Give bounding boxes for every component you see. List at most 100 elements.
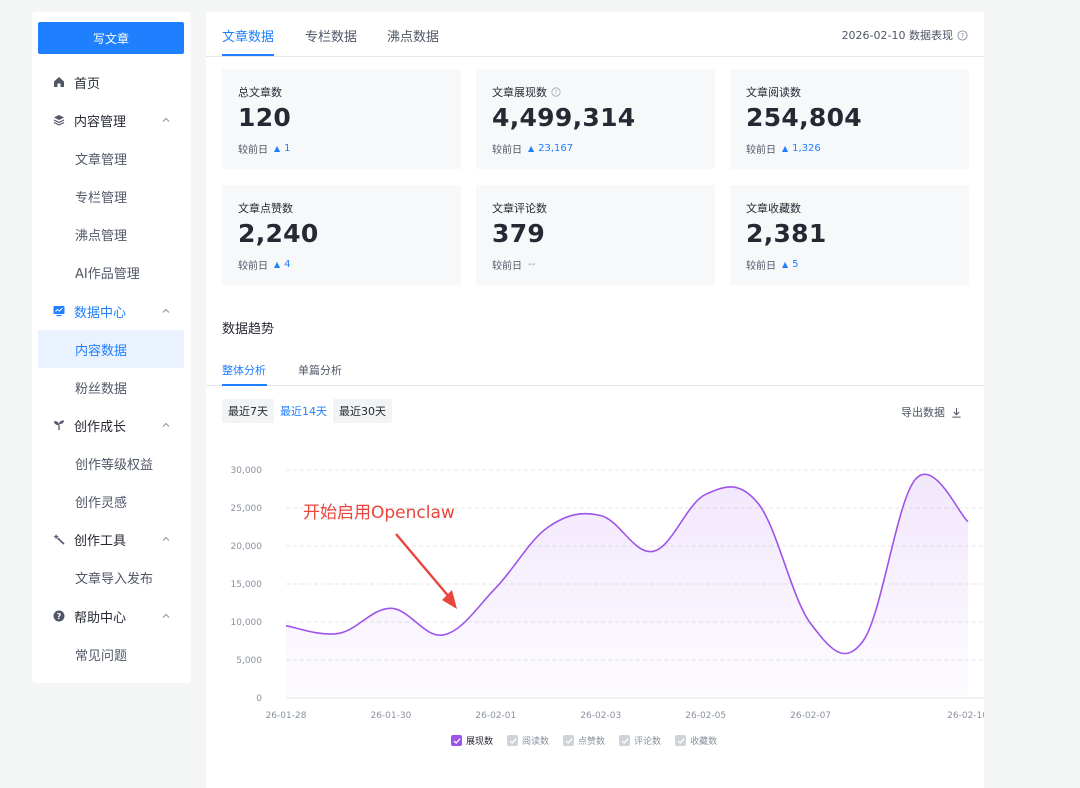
help-circle-icon[interactable]: ? [551,87,561,97]
checkbox-icon [507,735,519,746]
legend-item[interactable]: 展现数 [451,734,493,747]
tab-overall-analysis[interactable]: 整体分析 [222,364,266,377]
delta-value: 5 [792,259,799,270]
sidebar-item-label: 首页 [74,76,101,92]
data-point-26-02-07[interactable] [808,621,814,627]
sidebar-group-label: 创作成长 [74,419,127,435]
data-point-26-02-06[interactable] [755,500,761,506]
stat-label-text: 文章展现数 [492,86,547,99]
help-circle-icon[interactable]: ? [957,29,968,41]
data-point-26-02-10[interactable] [965,519,971,525]
data-point-26-02-02[interactable] [545,524,551,530]
data-point-26-01-28[interactable] [283,623,289,629]
stat-card-impressions: 文章展现数? 4,499,314 较前日 ▲ 23,167 [476,69,715,169]
triangle-up-icon: ▲ [274,144,281,153]
x-tick-label: 26-02-01 [475,711,516,721]
sprout-icon [52,418,66,432]
sidebar-group-creation-tools[interactable]: 创作工具 [38,520,184,558]
range-7-days[interactable]: 最近7天 [228,405,268,418]
chevron-up-icon [162,422,170,427]
date-info: 2026-02-10 数据表现 ? [842,27,968,43]
stat-delta: 较前日 ▲ 23,167 [492,141,573,156]
stat-card-total-articles: 总文章数 120 较前日 ▲ 1 [222,69,461,169]
stat-card-favorites: 文章收藏数 2,381 较前日 ▲ 5 [730,185,969,285]
data-point-26-02-01[interactable] [493,585,499,591]
sidebar-item-fans-data[interactable]: 粉丝数据 [75,381,128,397]
magic-wand-icon [52,532,66,546]
data-point-26-02-04[interactable] [650,548,656,554]
annotation-text: 开始启用Openclaw [303,503,455,523]
delta-label: 较前日 [746,145,776,156]
legend-item[interactable]: 评论数 [619,734,661,747]
data-point-26-02-09[interactable] [913,476,919,482]
export-data-button[interactable]: 导出数据 [901,404,962,420]
triangle-up-icon: ▲ [528,144,535,153]
write-article-button[interactable]: 写文章 [38,22,184,54]
tab-column-data[interactable]: 专栏数据 [305,30,358,45]
x-tick-label: 26-02-03 [580,711,621,721]
stat-value: 254,804 [746,103,862,132]
stat-card-comments: 文章评论数 379 较前日 -- [476,185,715,285]
sidebar-item-column-management[interactable]: 专栏管理 [75,190,128,206]
data-point-26-01-31[interactable] [440,632,446,638]
data-point-26-02-08[interactable] [860,638,866,644]
sidebar-group-creation-growth[interactable]: 创作成长 [38,406,184,444]
legend-item[interactable]: 收藏数 [675,734,717,747]
sidebar-item-pins-management[interactable]: 沸点管理 [75,228,128,244]
sidebar-group-label: 创作工具 [74,533,127,549]
download-icon [952,407,961,418]
sidebar-item-article-management[interactable]: 文章管理 [75,152,128,168]
delta-label: 较前日 [492,145,522,156]
stat-value: 2,240 [238,219,319,248]
sidebar-item-article-import[interactable]: 文章导入发布 [75,571,154,587]
y-tick-label: 15,000 [231,580,263,590]
series-area [286,474,968,698]
checkbox-icon [563,735,575,746]
checkbox-icon [675,735,687,746]
sidebar-item-level-benefits[interactable]: 创作等级权益 [75,457,154,473]
data-point-26-02-03[interactable] [598,513,604,519]
data-point-26-01-30[interactable] [388,605,394,611]
delta-label: 较前日 [746,261,776,272]
stat-delta: 较前日 ▲ 1,326 [746,141,821,156]
tab-article-data[interactable]: 文章数据 [222,30,275,45]
delta-value: 4 [284,259,291,270]
delta-value: 23,167 [538,143,574,154]
sidebar-item-creation-inspiration[interactable]: 创作灵感 [75,495,128,511]
legend-item[interactable]: 点赞数 [563,734,605,747]
date-info-text: 2026-02-10 数据表现 [841,29,953,42]
sidebar-item-faq[interactable]: 常见问题 [75,648,128,664]
triangle-up-icon: ▲ [274,260,281,269]
data-point-26-01-29[interactable] [335,630,341,636]
data-tabs: 文章数据 专栏数据 沸点数据 2026-02-10 数据表现 ? [206,12,984,57]
sidebar-group-data-center[interactable]: 数据中心 [38,292,184,330]
range-14-days[interactable]: 最近14天 [274,399,333,423]
legend-item[interactable]: 阅读数 [507,734,549,747]
stat-label: 文章收藏数 [746,202,801,215]
series-line-impressions[interactable] [285,473,969,655]
x-tick-label: 26-02-05 [685,711,726,721]
sidebar-item-home[interactable]: 首页 [38,63,184,101]
x-tick-label: 26-01-30 [370,711,411,721]
sidebar-group-content-management[interactable]: 内容管理 [38,101,184,139]
chevron-up-icon [162,308,170,313]
chevron-up-icon [162,536,170,541]
checkbox-icon [451,735,462,746]
section-title: 数据趋势 [222,322,275,337]
stat-label: 文章评论数 [492,202,547,215]
sidebar-item-ai-works-management[interactable]: AI作品管理 [75,266,140,282]
legend-label: 收藏数 [690,737,718,747]
svg-text:?: ? [57,612,62,621]
delta-value: -- [528,259,536,270]
x-tick-label: 26-02-10 [947,711,984,721]
annotation-arrow [395,533,457,609]
stat-card-reads: 文章阅读数 254,804 较前日 ▲ 1,326 [730,69,969,169]
tab-underline [222,384,267,386]
tab-pins-data[interactable]: 沸点数据 [387,30,440,45]
range-30-days[interactable]: 最近30天 [339,405,386,418]
tab-single-article-analysis[interactable]: 单篇分析 [298,364,342,377]
sidebar-group-help-center[interactable]: ? 帮助中心 [38,597,184,635]
sidebar-item-content-data[interactable]: 内容数据 [38,330,184,368]
chart-legend: 展现数 阅读数 点赞数 评论数 收藏数 [451,734,717,747]
data-point-26-02-05[interactable] [703,491,709,497]
